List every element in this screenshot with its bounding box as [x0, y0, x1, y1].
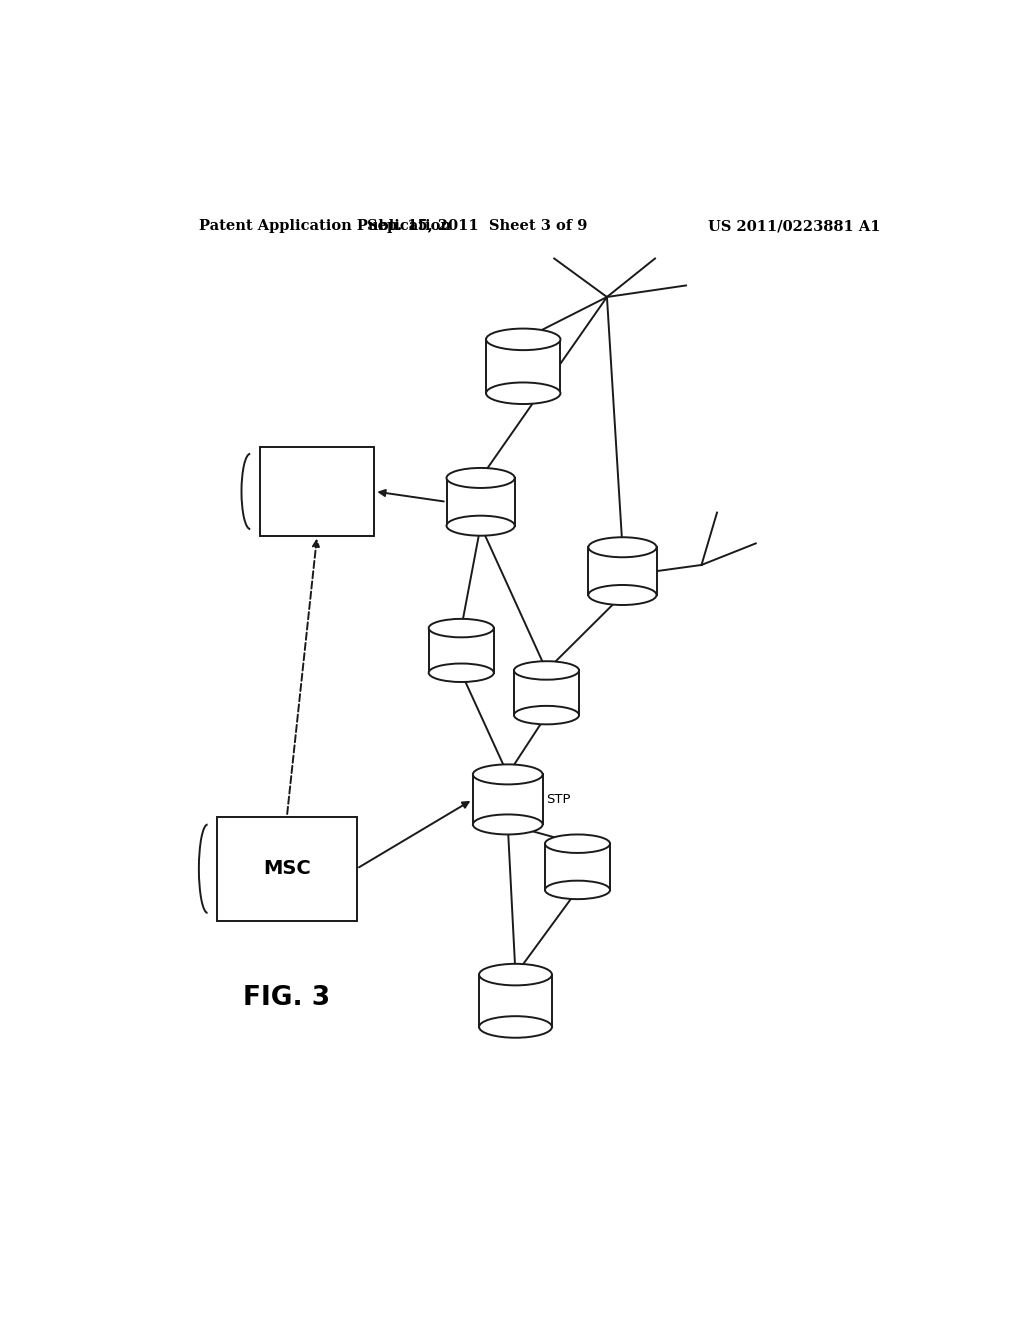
Ellipse shape	[446, 469, 515, 488]
Bar	[217, 817, 356, 921]
Text: STP: STP	[546, 793, 570, 807]
Ellipse shape	[545, 880, 610, 899]
Polygon shape	[429, 628, 494, 673]
Ellipse shape	[589, 585, 656, 605]
Ellipse shape	[486, 383, 560, 404]
Ellipse shape	[479, 1016, 552, 1038]
Text: Patent Application Publication: Patent Application Publication	[200, 219, 452, 234]
Polygon shape	[473, 775, 543, 825]
Ellipse shape	[514, 706, 579, 725]
Ellipse shape	[486, 329, 560, 350]
Text: Sep. 15, 2011  Sheet 3 of 9: Sep. 15, 2011 Sheet 3 of 9	[367, 219, 588, 234]
Polygon shape	[514, 671, 579, 715]
Ellipse shape	[446, 516, 515, 536]
Polygon shape	[589, 548, 656, 595]
Polygon shape	[486, 339, 560, 393]
Text: MSC: MSC	[263, 859, 310, 878]
Polygon shape	[446, 478, 515, 525]
Bar	[260, 447, 375, 536]
Text: US 2011/0223881 A1: US 2011/0223881 A1	[709, 219, 881, 234]
Polygon shape	[479, 974, 552, 1027]
Ellipse shape	[514, 661, 579, 680]
Ellipse shape	[473, 764, 543, 784]
Ellipse shape	[429, 664, 494, 682]
Ellipse shape	[545, 834, 610, 853]
Polygon shape	[545, 843, 610, 890]
Text: FIG. 3: FIG. 3	[243, 985, 330, 1011]
Ellipse shape	[589, 537, 656, 557]
Ellipse shape	[479, 964, 552, 985]
Ellipse shape	[473, 814, 543, 834]
Ellipse shape	[429, 619, 494, 638]
